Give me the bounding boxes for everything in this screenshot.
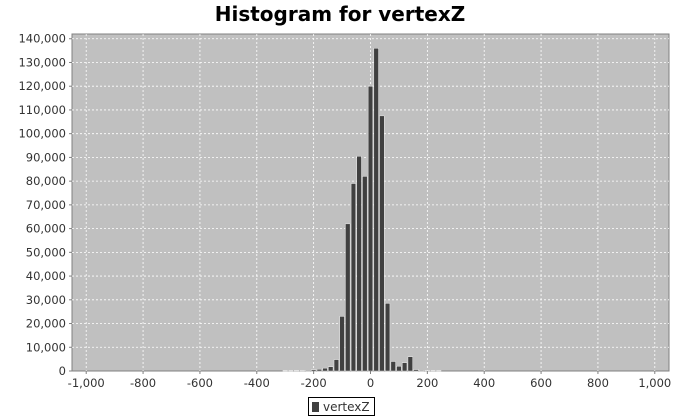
y-tick-label: 110,000 <box>18 103 66 117</box>
y-tick-label: 30,000 <box>26 293 66 307</box>
x-tick-label: 600 <box>530 376 552 390</box>
histogram-bar <box>396 366 402 372</box>
x-tick-label: 0 <box>367 376 374 390</box>
histogram-bar <box>322 367 328 372</box>
histogram-bar <box>379 115 385 372</box>
chart-title: Histogram for vertexZ <box>215 2 466 26</box>
y-tick-label: 40,000 <box>26 269 66 283</box>
histogram-bar <box>413 369 419 372</box>
y-tick-label: 10,000 <box>26 340 66 354</box>
legend-label-vertexZ: vertexZ <box>323 399 370 414</box>
axes: 0 10,000 20,000 30,000 40,000 50,000 60,000 70,… <box>18 32 671 390</box>
x-tick-label: -800 <box>130 376 156 390</box>
histogram-bar <box>367 86 374 372</box>
y-tick-label: 90,000 <box>26 150 66 164</box>
y-tick-label: 140,000 <box>18 32 66 46</box>
legend: vertexZ <box>308 397 375 416</box>
histogram-bar <box>328 366 334 372</box>
histogram-bar <box>316 369 322 372</box>
histogram-bar <box>402 362 408 372</box>
x-tick-label: -400 <box>244 376 270 390</box>
histogram-bar <box>390 361 396 372</box>
histogram-bar <box>311 369 317 372</box>
y-tick-label: 20,000 <box>26 317 66 331</box>
histogram-bar <box>373 48 379 372</box>
y-tick-label: 100,000 <box>18 127 66 141</box>
grid-lines <box>72 34 669 371</box>
legend-swatch <box>312 401 319 412</box>
x-tick-label: 400 <box>473 376 495 390</box>
x-tick-label: -1,000 <box>68 376 105 390</box>
histogram-bar <box>339 316 345 372</box>
histogram-bars <box>282 48 442 372</box>
histogram-bar <box>305 370 311 372</box>
histogram-bar <box>356 156 362 372</box>
y-tick-label: 60,000 <box>26 222 66 236</box>
x-tick-label: -600 <box>187 376 213 390</box>
x-tick-label: 1,000 <box>638 376 671 390</box>
histogram-bar <box>385 303 391 372</box>
y-tick-label: 50,000 <box>26 245 66 259</box>
y-tick-label: 80,000 <box>26 174 66 188</box>
x-tick-label: 200 <box>416 376 438 390</box>
y-tick-label: 130,000 <box>18 55 66 69</box>
y-tick-label: 0 <box>59 364 66 378</box>
histogram-bar <box>362 176 368 372</box>
y-tick-label: 70,000 <box>26 198 66 212</box>
x-tick-label: 800 <box>587 376 609 390</box>
histogram-bar <box>419 370 425 372</box>
histogram-bar <box>407 356 413 372</box>
y-tick-label: 120,000 <box>18 79 66 93</box>
histogram-bar <box>350 183 356 372</box>
x-tick-label: -200 <box>301 376 327 390</box>
histogram-bar <box>333 359 339 372</box>
histogram-bar <box>345 223 351 372</box>
